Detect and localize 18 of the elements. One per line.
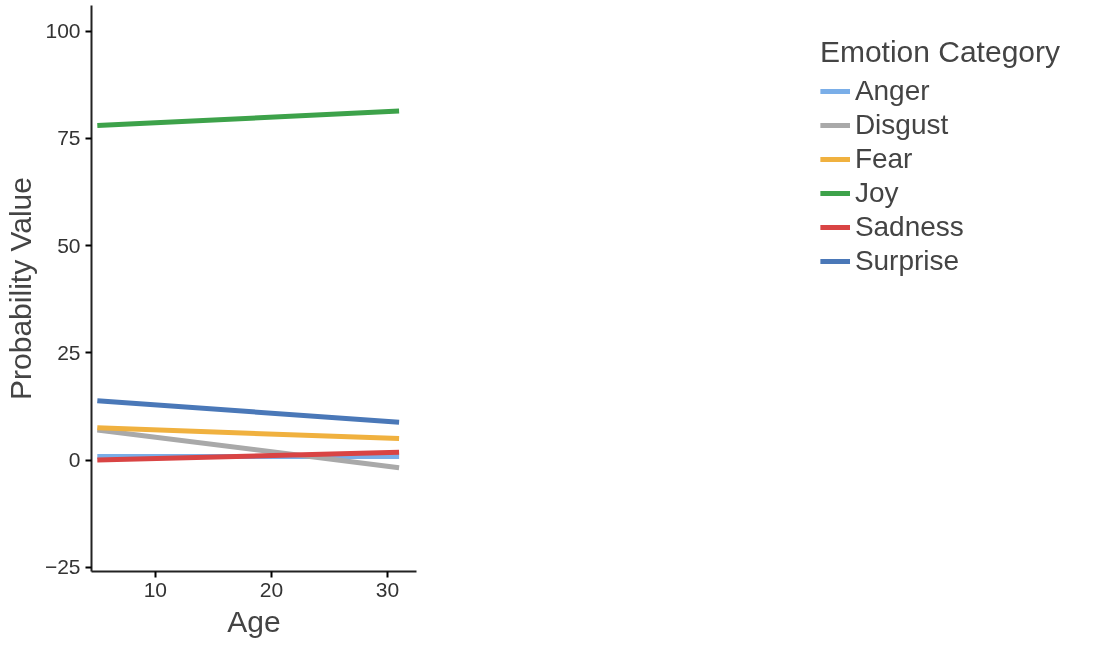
y-tick-label: 75: [57, 126, 81, 150]
y-tick-label: 50: [57, 233, 81, 257]
y-tick-label: 0: [68, 448, 81, 472]
y-tick-label: 25: [57, 340, 81, 364]
legend-label: Surprise: [854, 244, 960, 278]
x-tick-label: 30: [375, 577, 400, 601]
x-tick-label: 10: [143, 577, 168, 601]
x-tick-label: 20: [259, 577, 284, 601]
legend-label: Joy: [854, 176, 899, 210]
legend-label: Disgust: [854, 108, 949, 142]
legend-label: Sadness: [854, 210, 964, 244]
x-axis-title: Age: [227, 604, 281, 638]
y-axis-title: Probability Value: [3, 177, 37, 400]
legend-label: Fear: [854, 142, 913, 176]
y-tick-label: −25: [44, 555, 81, 579]
y-tick-label: 100: [45, 19, 81, 43]
legend-label: Anger: [854, 74, 930, 108]
legend-title: Emotion Category: [819, 35, 1060, 69]
